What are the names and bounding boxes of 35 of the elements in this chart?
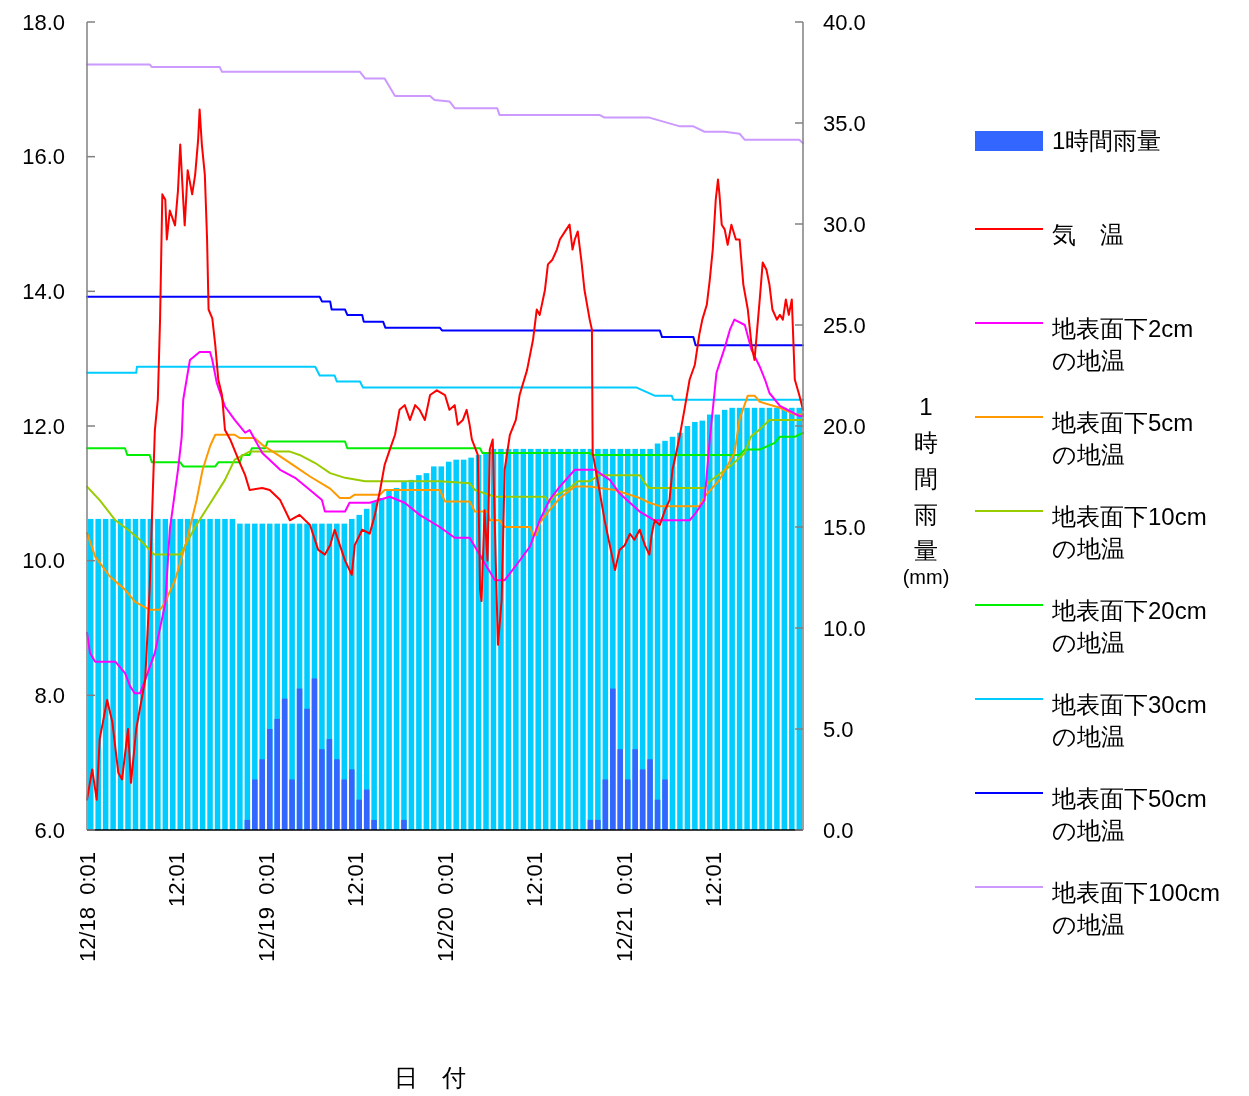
y-tick-label: 12.0 [22,413,65,439]
y2-tick-label: 30.0 [823,211,866,237]
x-axis-title: 日 付 [394,1064,466,1092]
legend-label: 地表面下30cmの地温 [1051,691,1207,751]
legend-label: 1時間雨量 [1052,127,1162,155]
x-tick-label: 12:01 [343,852,369,908]
y-tick-label: 6.0 [34,817,65,843]
y2-tick-label: 15.0 [823,514,866,540]
legend-label: 地表面下20cmの地温 [1051,597,1207,657]
x-tick-label: 12/20 0:01 [432,852,458,963]
legend-label: 地表面下2cmの地温 [1051,315,1194,375]
y2-tick-label: 0.0 [823,817,854,843]
y-tick-label: 14.0 [22,279,65,305]
y-tick-label: 18.0 [22,9,65,35]
legend-label: 地表面下50cmの地温 [1051,785,1207,845]
y2-tick-label: 10.0 [823,615,866,641]
legend-label: 地表面下10cmの地温 [1051,503,1207,563]
y2-axis-title: 1時間雨量(mm) [902,393,950,588]
x-tick-label: 12:01 [164,852,190,908]
x-tick-label: 12:01 [701,852,727,908]
x-tick-label: 12/19 0:01 [253,852,279,963]
y2-tick-label: 35.0 [823,110,866,136]
legend-label: 地表面下100cmの地温 [1051,879,1221,939]
x-tick-label: 12:01 [522,852,548,908]
y2-tick-label: 40.0 [823,9,866,35]
y2-tick-label: 20.0 [823,413,866,439]
y-tick-label: 16.0 [22,144,65,170]
x-tick-label: 12/18 0:01 [74,852,100,963]
x-tick-label: 12/21 0:01 [611,852,637,963]
y-tick-label: 10.0 [22,548,65,574]
y-tick-label: 8.0 [34,683,65,709]
y2-tick-label: 25.0 [823,312,866,338]
legend-label: 気 温 [1052,221,1124,249]
y2-tick-label: 5.0 [823,716,854,742]
legend-label: 地表面下5cmの地温 [1051,409,1194,469]
